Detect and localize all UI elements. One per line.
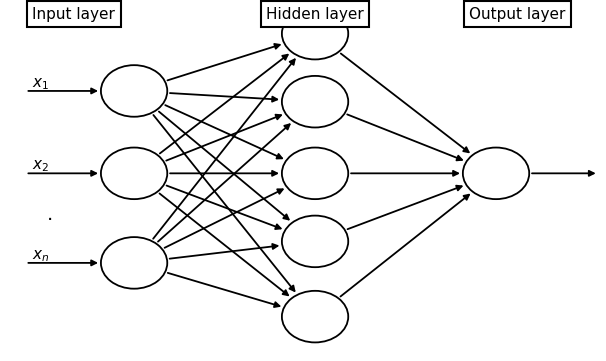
Ellipse shape bbox=[282, 216, 348, 267]
Ellipse shape bbox=[282, 148, 348, 199]
Text: .: . bbox=[47, 205, 53, 224]
Ellipse shape bbox=[101, 237, 167, 289]
Text: Input layer: Input layer bbox=[32, 7, 115, 22]
Text: Output layer: Output layer bbox=[469, 7, 565, 22]
Text: $x_2$: $x_2$ bbox=[32, 158, 48, 174]
Text: $x_1$: $x_1$ bbox=[32, 76, 48, 92]
Ellipse shape bbox=[463, 148, 529, 199]
Ellipse shape bbox=[101, 148, 167, 199]
Ellipse shape bbox=[101, 65, 167, 117]
Ellipse shape bbox=[282, 76, 348, 127]
Text: $x_n$: $x_n$ bbox=[32, 248, 49, 264]
Ellipse shape bbox=[282, 291, 348, 343]
Text: Hidden layer: Hidden layer bbox=[266, 7, 364, 22]
Ellipse shape bbox=[282, 8, 348, 60]
